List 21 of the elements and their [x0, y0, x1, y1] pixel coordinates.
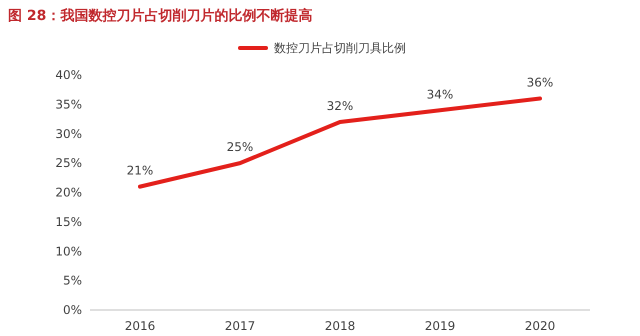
y-tick-label: 5%	[62, 274, 82, 288]
y-tick-label: 15%	[55, 214, 82, 229]
x-tick-label: 2019	[424, 319, 456, 333]
y-tick-label: 0%	[62, 303, 82, 317]
y-tick-label: 10%	[55, 244, 82, 258]
x-tick-label: 2018	[324, 319, 356, 333]
data-label: 34%	[426, 87, 454, 102]
x-tick-label: 2017	[224, 319, 256, 333]
legend-label: 数控刀片占切削刀具比例	[274, 41, 406, 55]
x-tick-label: 2020	[524, 319, 556, 333]
data-label: 36%	[526, 76, 554, 90]
y-tick-label: 40%	[55, 68, 82, 82]
y-tick-label: 30%	[55, 126, 82, 141]
data-label: 25%	[226, 140, 254, 154]
y-tick-label: 25%	[55, 156, 82, 170]
y-tick-label: 35%	[55, 97, 82, 112]
x-tick-label: 2016	[124, 319, 156, 333]
chart-title: 图 28：我国数控刀片占切削刀片的比例不断提高	[8, 7, 312, 24]
data-label: 21%	[126, 164, 154, 178]
data-label: 32%	[326, 99, 354, 113]
y-tick-label: 20%	[55, 186, 82, 200]
